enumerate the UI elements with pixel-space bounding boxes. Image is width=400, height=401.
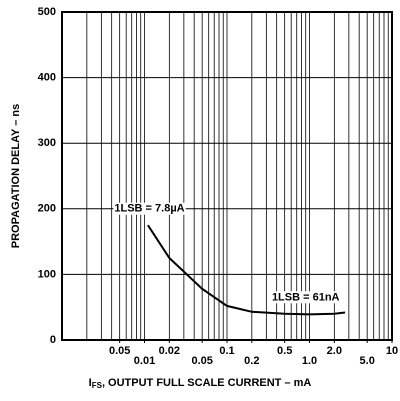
annotation-bg bbox=[113, 202, 186, 215]
x-tick-label: 0.05 bbox=[109, 345, 130, 357]
x-tick-label: 0.01 bbox=[134, 355, 155, 367]
x-tick-label: 0.5 bbox=[277, 345, 292, 357]
y-axis-label: PROPAGATION DELAY – ns bbox=[10, 104, 22, 248]
x-tick-label: 0.2 bbox=[244, 355, 259, 367]
x-tick-label: 0.1 bbox=[219, 345, 234, 357]
y-tick-label: 100 bbox=[38, 268, 56, 280]
annotation: 1LSB = 61nA bbox=[272, 291, 340, 303]
line bbox=[147, 224, 346, 316]
y-tick-label: 500 bbox=[38, 6, 56, 18]
annotation-bg bbox=[270, 291, 341, 304]
y-tick-label: 0 bbox=[50, 334, 56, 346]
x-tick-label: 10 bbox=[386, 345, 398, 357]
x-tick-label: 2.0 bbox=[327, 345, 342, 357]
x-label-main: I bbox=[89, 377, 92, 389]
x-label-rest: , OUTPUT FULL SCALE CURRENT – mA bbox=[102, 377, 311, 389]
x-tick-label: 0.05 bbox=[191, 355, 212, 367]
y-tick-label: 400 bbox=[38, 72, 56, 84]
annotation: 1LSB = 7.8µA bbox=[114, 203, 184, 215]
y-tick-label: 300 bbox=[38, 137, 56, 149]
x-tick-label: 5.0 bbox=[360, 355, 375, 367]
x-tick-label: 1.0 bbox=[302, 355, 317, 367]
plot-frame bbox=[61, 11, 393, 341]
y-tick-label: 200 bbox=[38, 203, 56, 215]
x-axis-label: IFS, OUTPUT FULL SCALE CURRENT – mA bbox=[89, 377, 312, 390]
x-tick-label: 0.02 bbox=[159, 345, 180, 357]
x-label-sub: FS bbox=[92, 381, 103, 390]
